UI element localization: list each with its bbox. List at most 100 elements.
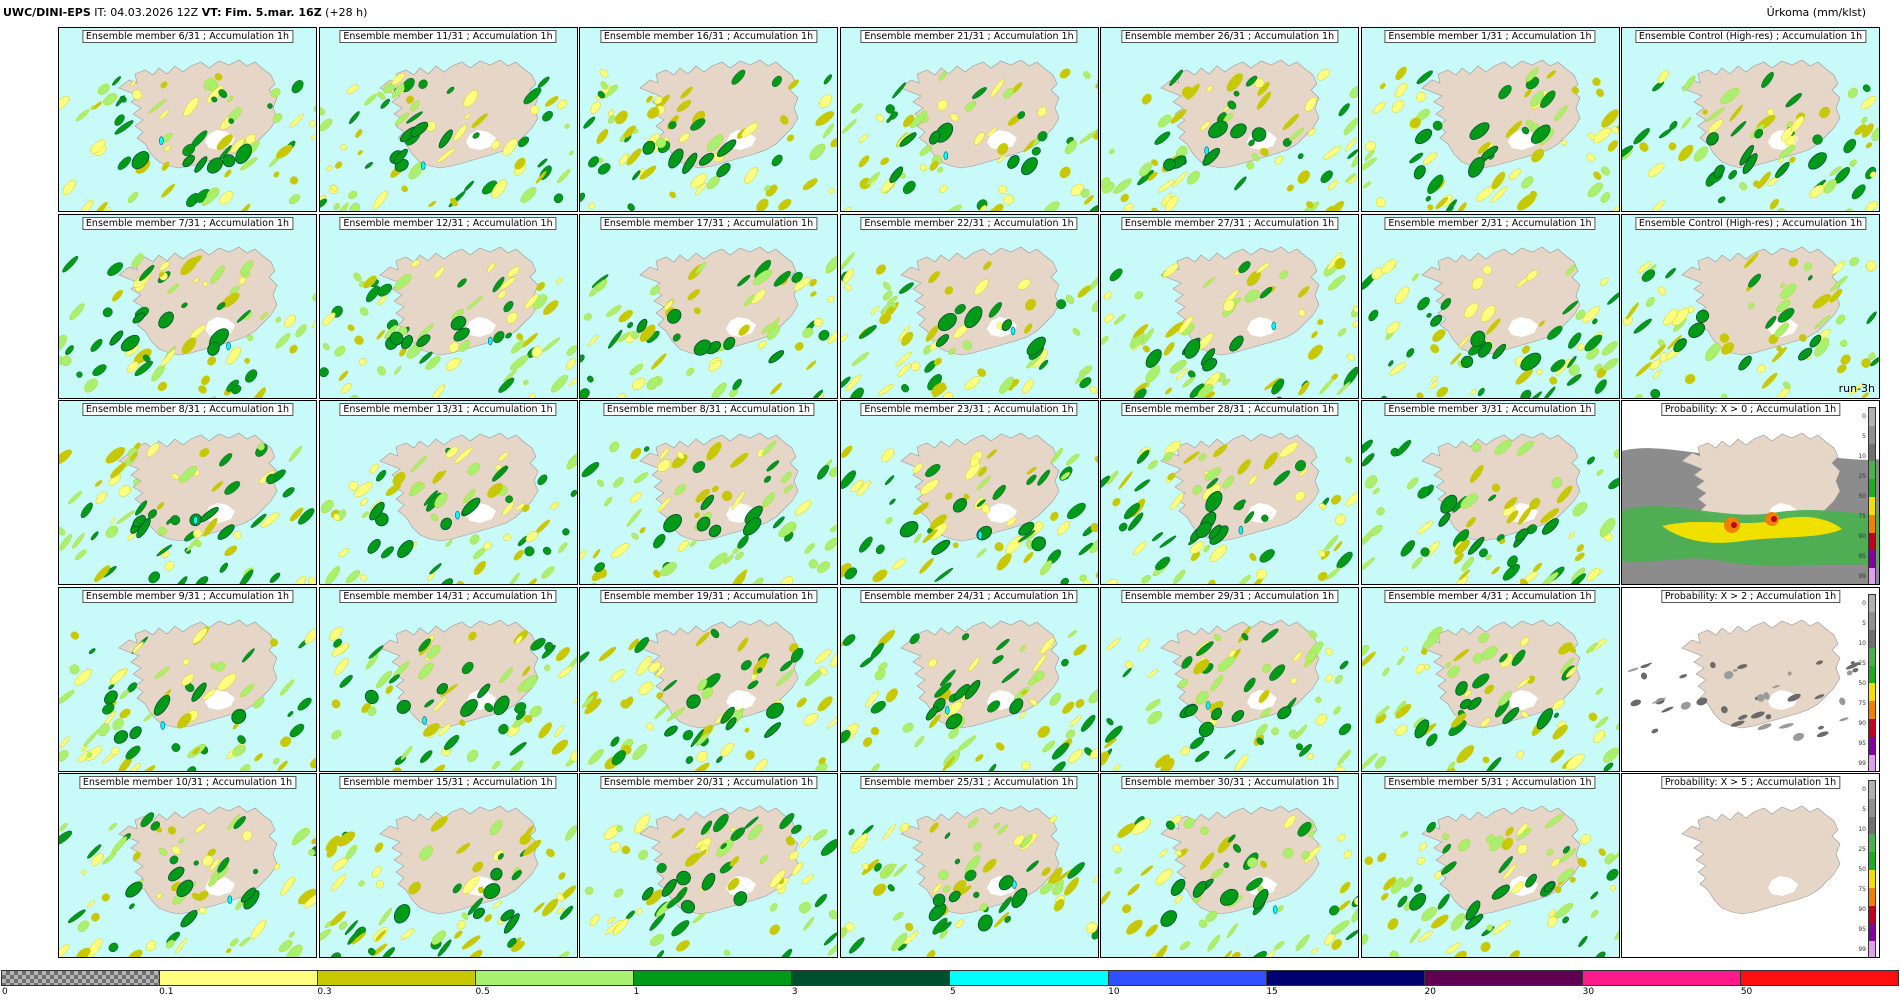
- precip-cell: [902, 722, 914, 733]
- precip-cell: [1249, 553, 1257, 562]
- precip-cell: [1192, 485, 1203, 495]
- precip-cell: [1219, 888, 1239, 906]
- precip-cell: [208, 873, 220, 887]
- precip-cell: [1551, 698, 1565, 710]
- precip-cell: [553, 724, 564, 737]
- precip-cell: [287, 710, 294, 717]
- precip-cell: [885, 104, 895, 114]
- precip-cell: [1440, 861, 1457, 875]
- precip-cell: [1124, 203, 1134, 211]
- precip-cell: [873, 863, 882, 872]
- probability-colorbar: [1868, 407, 1876, 584]
- precip-cell: [1394, 703, 1411, 719]
- precip-map: [319, 774, 577, 957]
- precip-cell: [498, 666, 513, 683]
- precip-cell: [62, 179, 76, 196]
- precip-cell: [1207, 934, 1221, 952]
- precip-cell: [1478, 548, 1488, 558]
- precip-cell: [1567, 532, 1575, 539]
- precip-cell: [408, 483, 425, 497]
- precip-cell: [1145, 698, 1161, 711]
- precip-cell: [1396, 655, 1405, 665]
- probability-tick-label: 5: [1862, 433, 1866, 440]
- precip-cell: [345, 570, 360, 584]
- precip-cell: [1231, 951, 1241, 957]
- precip-cell: [772, 516, 785, 529]
- precip-cell: [183, 97, 199, 117]
- precip-cell: [1819, 106, 1831, 119]
- precip-cell: [1142, 345, 1151, 352]
- precip-cell: [227, 95, 234, 103]
- precip-cell: [1515, 750, 1524, 759]
- precip-cell: [208, 81, 218, 92]
- precip-cell: [649, 912, 665, 931]
- precip-cell: [224, 545, 238, 557]
- precip-cell: [1165, 321, 1184, 338]
- precip-cell: [535, 281, 545, 291]
- precip-cell: [1647, 163, 1665, 178]
- precip-cell: [269, 572, 281, 583]
- probability-tick-label: 95: [1858, 739, 1866, 747]
- precip-cell: [580, 353, 585, 363]
- precip-cell: [405, 95, 414, 104]
- precip-cell: [1808, 152, 1827, 170]
- precip-cell: [588, 156, 600, 168]
- precip-cell: [105, 525, 119, 538]
- precip-cell: [80, 199, 94, 211]
- precip-cell: [1807, 274, 1813, 281]
- precip-cell: [730, 452, 749, 468]
- precip-cell: [1719, 332, 1730, 343]
- precip-cell: [541, 110, 553, 122]
- precip-cell: [1516, 677, 1530, 689]
- precip-cell: [91, 852, 104, 867]
- precip-cell: [1545, 70, 1556, 79]
- precip-cell: [439, 517, 452, 531]
- precip-cell: [523, 714, 532, 723]
- precip-cell: [228, 118, 234, 124]
- precip-cell: [1147, 710, 1163, 724]
- precip-cell: [202, 855, 214, 867]
- precip-cell: [929, 160, 938, 171]
- precip-cell: [418, 351, 433, 364]
- precip-cell: [1381, 666, 1389, 676]
- precip-cell: [1488, 835, 1504, 852]
- panel-title: Ensemble member 29/31 ; Accumulation 1h: [1120, 589, 1339, 603]
- precip-cell: [1082, 71, 1091, 79]
- precip-cell: [367, 644, 384, 659]
- precip-cell: [193, 277, 200, 283]
- precip-cell: [1649, 343, 1666, 360]
- precip-cell: [1113, 763, 1121, 771]
- precip-cell: [655, 137, 667, 149]
- precip-cell: [1585, 642, 1598, 653]
- precip-cell: [280, 876, 295, 896]
- precip-cell: [304, 628, 316, 644]
- precip-cell: [218, 89, 228, 99]
- precip-cell: [1402, 646, 1408, 651]
- precip-cell: [992, 484, 1006, 500]
- precip-cell: [1397, 895, 1407, 908]
- precip-cell: [731, 490, 746, 510]
- precip-cell: [723, 336, 736, 350]
- precip-cell: [723, 554, 734, 565]
- precip-cell: [329, 952, 341, 957]
- precip-cell: [695, 839, 704, 849]
- precip-cell: [167, 826, 177, 835]
- prob-area: [1816, 730, 1829, 737]
- precip-cell: [393, 903, 410, 924]
- panel-title: Ensemble member 17/31 ; Accumulation 1h: [599, 216, 818, 230]
- precip-cell: [1577, 342, 1585, 351]
- precip-cell: [611, 542, 630, 559]
- precip-cell: [1195, 690, 1209, 704]
- probability-tick-label: 95: [1858, 553, 1866, 560]
- precip-cell: [400, 745, 412, 760]
- precip-cell: [1595, 88, 1604, 98]
- precip-cell: [581, 462, 600, 478]
- precip-cell: [347, 190, 357, 199]
- colorbar-tick-label: 30: [1582, 987, 1595, 997]
- precip-cell: [502, 138, 517, 156]
- precip-cell: [368, 463, 379, 474]
- precip-cell: [253, 696, 265, 708]
- precip-cell: [1072, 643, 1087, 656]
- precip-cell: [1831, 260, 1845, 274]
- prob-area: [1720, 705, 1728, 713]
